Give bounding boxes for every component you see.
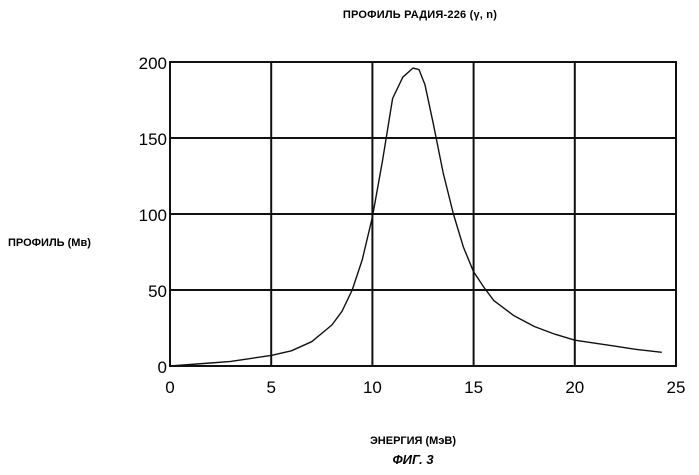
x-tick-label: 10 — [363, 378, 382, 397]
y-tick-label: 150 — [139, 130, 167, 149]
figure-label: ФИГ. 3 — [392, 452, 434, 467]
x-tick-label: 20 — [565, 378, 584, 397]
grid — [170, 62, 676, 366]
series-line-0 — [170, 68, 662, 366]
x-axis-label: ЭНЕРГИЯ (МэВ) — [370, 435, 456, 447]
y-tick-label: 50 — [148, 282, 167, 301]
y-tick-label: 100 — [139, 206, 167, 225]
plot-area — [170, 68, 662, 366]
y-axis-label: ПРОФИЛЬ (Мв) — [8, 237, 91, 249]
y-axis-ticks: 0 50 100 150 200 — [139, 54, 167, 377]
x-tick-label: 15 — [464, 378, 483, 397]
x-tick-label: 5 — [266, 378, 275, 397]
x-axis-ticks: 0 5 10 15 20 25 — [165, 378, 685, 397]
chart-title: ПРОФИЛЬ РАДИЯ-226 (γ, n) — [343, 9, 497, 21]
y-tick-label: 200 — [139, 54, 167, 73]
y-tick-label: 0 — [158, 358, 167, 377]
x-tick-label: 25 — [667, 378, 686, 397]
x-tick-label: 0 — [165, 378, 174, 397]
